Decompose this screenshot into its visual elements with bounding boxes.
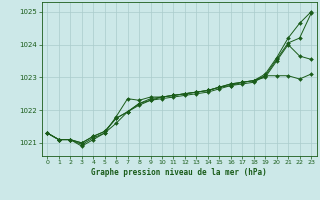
- X-axis label: Graphe pression niveau de la mer (hPa): Graphe pression niveau de la mer (hPa): [91, 168, 267, 177]
